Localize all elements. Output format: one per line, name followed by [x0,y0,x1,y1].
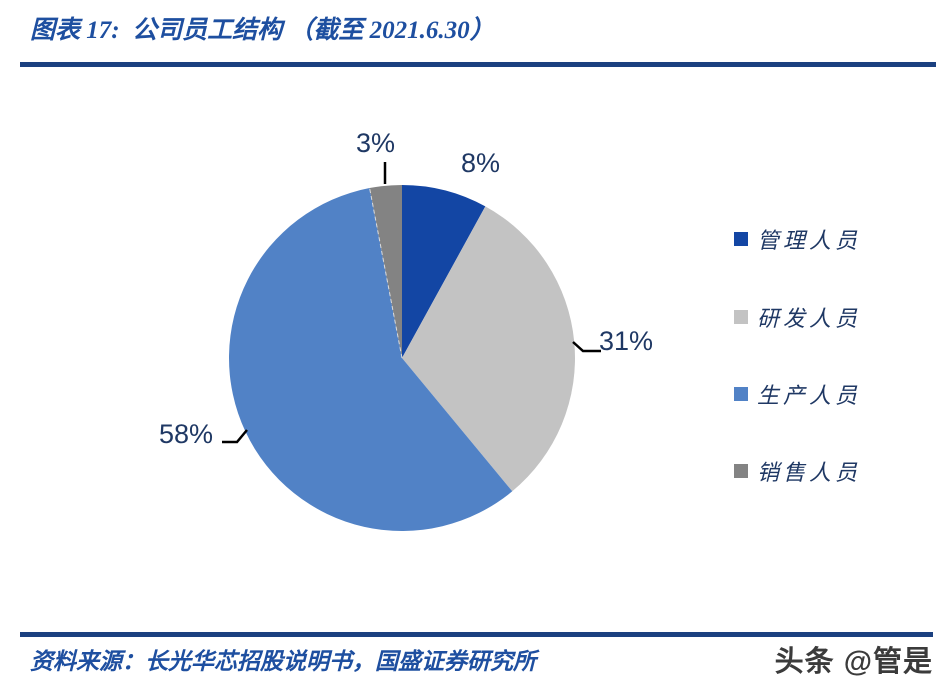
title-divider [20,62,936,67]
legend-item-management: 管理人员 [734,226,862,253]
legend-item-production: 生产人员 [734,381,862,408]
legend-swatch-rnd [734,310,748,324]
watermark-badge: 头条 @管是 [774,646,933,678]
legend-label-management: 管理人员 [757,228,862,253]
legend-swatch-management [734,232,748,246]
legend-swatch-sales [734,464,748,478]
legend-item-sales: 销售人员 [734,458,862,485]
leader-lines [222,162,601,444]
leader-line-31pct [572,341,601,353]
pie-slice-2 [229,188,513,531]
pie-label-sales: 3% [356,128,396,158]
pie-label-production: 58% [159,419,214,449]
legend-label-sales: 销售人员 [757,460,862,485]
source-note: 资料来源：长光华芯招股说明书，国盛证券研究所 [30,649,536,674]
pie-label-rnd: 31% [599,326,654,356]
pie-slice-0 [402,185,486,358]
legend-item-rnd: 研发人员 [734,304,862,331]
pie-label-management: 8% [461,148,501,178]
legend-label-rnd: 研发人员 [757,306,862,331]
legend-label-production: 生产人员 [757,383,862,408]
figure-title: 图表 17: 公司员工结构 （截至 2021.6.30） [30,17,495,44]
footer-divider [20,632,933,637]
pie-slice-divider-dashed [369,188,403,359]
legend-swatch-production [734,387,748,401]
pie-slice-1 [402,206,575,492]
leader-line-58pct [222,429,248,444]
